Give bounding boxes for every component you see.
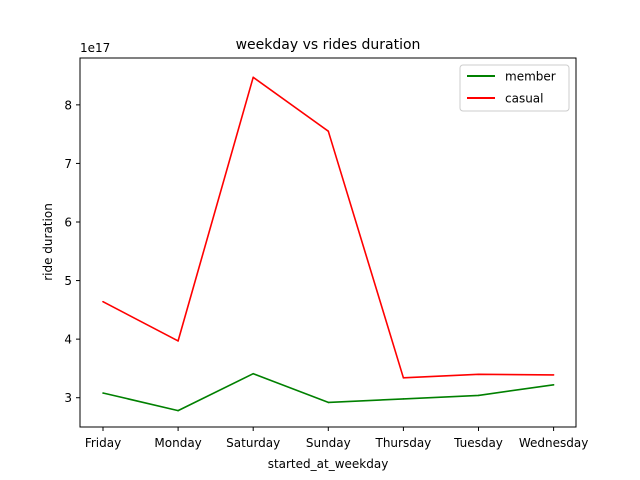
x-tick-label: Sunday bbox=[306, 436, 351, 450]
plot-area bbox=[102, 76, 555, 412]
y-tick-label: 4 bbox=[64, 333, 72, 347]
chart-title: weekday vs rides duration bbox=[236, 37, 421, 53]
legend-label-member: member bbox=[505, 70, 556, 84]
x-tick-label: Thursday bbox=[374, 436, 431, 450]
data-point-member bbox=[252, 372, 254, 375]
y-axis-label: ride duration bbox=[41, 203, 55, 281]
data-point-casual bbox=[402, 377, 405, 379]
y-tick-label: 5 bbox=[64, 274, 72, 288]
data-point-casual bbox=[102, 300, 104, 303]
data-point-casual bbox=[327, 130, 330, 133]
legend: member casual bbox=[459, 64, 570, 112]
data-point-casual bbox=[252, 76, 254, 79]
y-tick-label: 3 bbox=[64, 391, 72, 405]
series-line-member bbox=[102, 372, 554, 412]
x-tick-label: Friday bbox=[85, 436, 121, 450]
y-tick-label: 7 bbox=[64, 157, 72, 171]
y-axis-offset-label: 1e17 bbox=[80, 41, 110, 55]
series-line-casual bbox=[102, 76, 554, 379]
data-point-casual bbox=[477, 373, 480, 376]
x-axis: Friday Monday Saturday Sunday Thursday Tuesda… bbox=[85, 427, 588, 450]
x-tick-label: Wednesday bbox=[519, 436, 588, 450]
data-point-member bbox=[177, 409, 179, 412]
data-point-member bbox=[327, 401, 330, 404]
data-point-casual bbox=[177, 340, 179, 342]
y-axis: 3 4 5 6 7 8 bbox=[64, 98, 80, 405]
y-tick-label: 6 bbox=[64, 216, 72, 230]
y-tick-label: 8 bbox=[64, 98, 72, 112]
x-axis-label: started_at_weekday bbox=[268, 457, 389, 471]
data-point-casual bbox=[552, 374, 555, 376]
x-tick-label: Monday bbox=[154, 436, 201, 450]
x-tick-label: Saturday bbox=[226, 436, 280, 450]
data-point-member bbox=[552, 384, 555, 386]
data-point-member bbox=[402, 398, 405, 400]
data-point-member bbox=[477, 394, 480, 397]
data-point-member bbox=[102, 392, 104, 394]
legend-label-casual: casual bbox=[505, 92, 544, 106]
axes-frame bbox=[79, 57, 577, 428]
x-tick-label: Tuesday bbox=[453, 436, 503, 450]
